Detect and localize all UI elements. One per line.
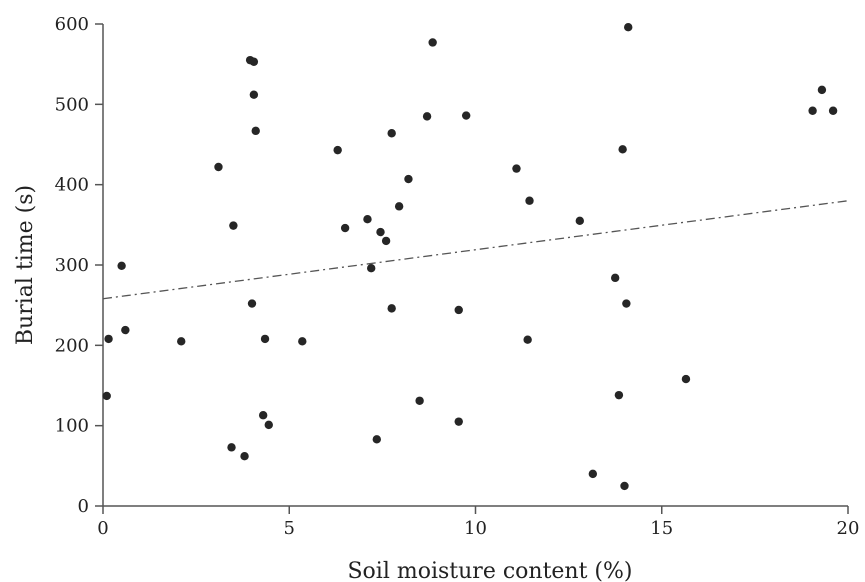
data-point <box>229 221 238 230</box>
y-axis-title: Burial time (s) <box>13 185 38 345</box>
x-tick-label: 0 <box>97 518 108 539</box>
data-point <box>340 223 350 233</box>
data-point <box>622 299 631 308</box>
data-point <box>298 337 307 346</box>
data-point <box>614 390 624 400</box>
data-point <box>247 299 257 308</box>
x-tick-label: 15 <box>650 518 673 539</box>
trendline-layer <box>102 200 849 300</box>
data-point <box>624 23 633 32</box>
data-point <box>121 325 130 335</box>
data-point <box>258 411 268 420</box>
y-tick-label: 0 <box>78 496 89 517</box>
trendline <box>102 200 849 300</box>
data-point <box>575 216 584 226</box>
data-point <box>428 38 437 47</box>
data-point <box>214 162 223 172</box>
data-point <box>415 396 424 405</box>
data-points <box>102 23 838 491</box>
data-point <box>381 236 391 246</box>
x-axis-title: Soil moisture content (%) <box>347 559 632 582</box>
data-point <box>102 391 111 401</box>
data-point <box>828 106 838 115</box>
x-tick-label: 10 <box>464 518 487 539</box>
data-point <box>525 196 534 205</box>
data-point <box>104 334 113 344</box>
data-point <box>817 85 827 95</box>
y-tick-label: 400 <box>55 175 89 196</box>
data-point <box>387 304 396 313</box>
data-point <box>454 417 463 426</box>
data-point <box>404 174 413 184</box>
data-point <box>264 420 273 430</box>
data-point <box>610 273 620 283</box>
data-point <box>227 443 236 452</box>
y-tick-label: 100 <box>55 416 89 437</box>
data-point <box>372 435 381 444</box>
data-point <box>333 145 342 155</box>
data-point <box>117 261 126 271</box>
data-point <box>620 481 629 491</box>
y-tick-label: 500 <box>55 94 89 115</box>
y-tick-label: 300 <box>55 255 89 276</box>
data-point <box>376 227 385 237</box>
data-point <box>618 145 627 154</box>
data-point <box>251 126 260 136</box>
data-point <box>387 129 396 138</box>
data-point <box>512 164 521 173</box>
data-point <box>808 106 817 115</box>
data-point <box>260 334 270 344</box>
y-tick-label: 600 <box>55 14 89 35</box>
y-tick-label: 200 <box>55 335 89 356</box>
axes <box>95 23 849 514</box>
data-point <box>177 337 186 346</box>
x-tick-label: 5 <box>284 518 295 539</box>
data-point <box>367 264 376 273</box>
data-point <box>681 374 691 384</box>
data-point <box>588 469 598 479</box>
data-point <box>461 111 471 120</box>
data-point <box>249 57 259 66</box>
data-point <box>249 90 259 99</box>
data-point <box>394 202 404 211</box>
data-point <box>422 112 432 121</box>
data-point <box>240 451 249 461</box>
data-point <box>454 305 463 315</box>
x-tick-label: 20 <box>837 518 860 539</box>
data-point <box>523 335 532 344</box>
data-point <box>363 215 372 224</box>
